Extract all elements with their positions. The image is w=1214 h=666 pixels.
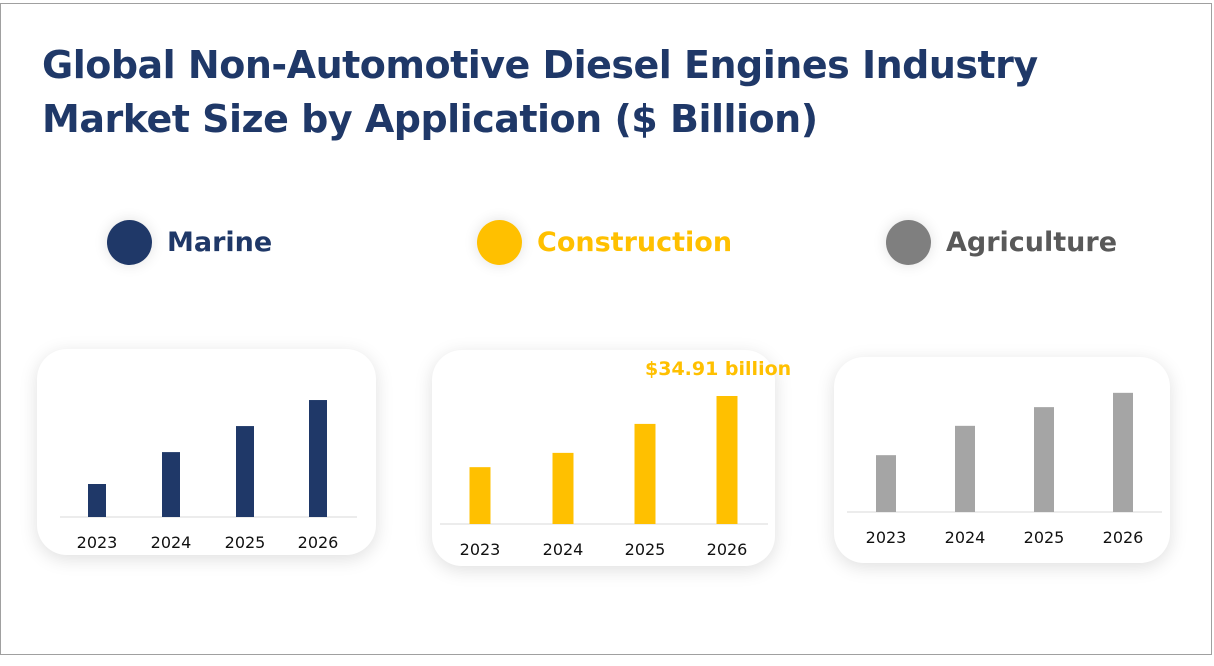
bar-2026 — [309, 400, 327, 517]
x-tick-label: 2025 — [1024, 528, 1065, 547]
legend-marine: Marine — [107, 220, 272, 265]
bar-2023 — [469, 467, 491, 524]
marine-dot-icon — [107, 220, 152, 265]
bar-2024 — [955, 425, 975, 512]
x-tick-label: 2026 — [707, 540, 748, 559]
legend-construction: Construction — [477, 220, 732, 265]
agriculture-dot-icon — [886, 220, 931, 265]
x-tick-label: 2026 — [298, 533, 339, 552]
x-tick-label: 2024 — [543, 540, 584, 559]
bar-2025 — [1034, 407, 1054, 512]
bar-2024 — [162, 452, 180, 517]
x-tick-label: 2024 — [945, 528, 986, 547]
bar-2025 — [634, 423, 656, 524]
bar-2023 — [88, 484, 106, 517]
x-tick-label: 2025 — [225, 533, 266, 552]
x-tick-label: 2023 — [460, 540, 501, 559]
bar-2024 — [552, 452, 574, 524]
legend-label: Marine — [167, 227, 273, 258]
legend-agriculture: Agriculture — [886, 220, 1117, 265]
x-tick-label: 2026 — [1103, 528, 1144, 547]
bar-2026 — [1113, 392, 1133, 512]
page-title: Global Non-Automotive Diesel Engines Ind… — [42, 43, 1038, 141]
x-tick-label: 2023 — [866, 528, 907, 547]
x-tick-label: 2024 — [151, 533, 192, 552]
slide-frame — [0, 3, 1212, 655]
legend-label: Agriculture — [946, 227, 1118, 258]
construction-annotation: $34.91 billion — [645, 358, 792, 380]
construction-dot-icon — [477, 220, 522, 265]
x-tick-label: 2023 — [77, 533, 118, 552]
x-tick-label: 2025 — [625, 540, 666, 559]
legend-label: Construction — [537, 227, 733, 258]
bar-2025 — [236, 426, 254, 517]
bar-2026 — [716, 396, 738, 524]
bar-2023 — [876, 455, 896, 512]
